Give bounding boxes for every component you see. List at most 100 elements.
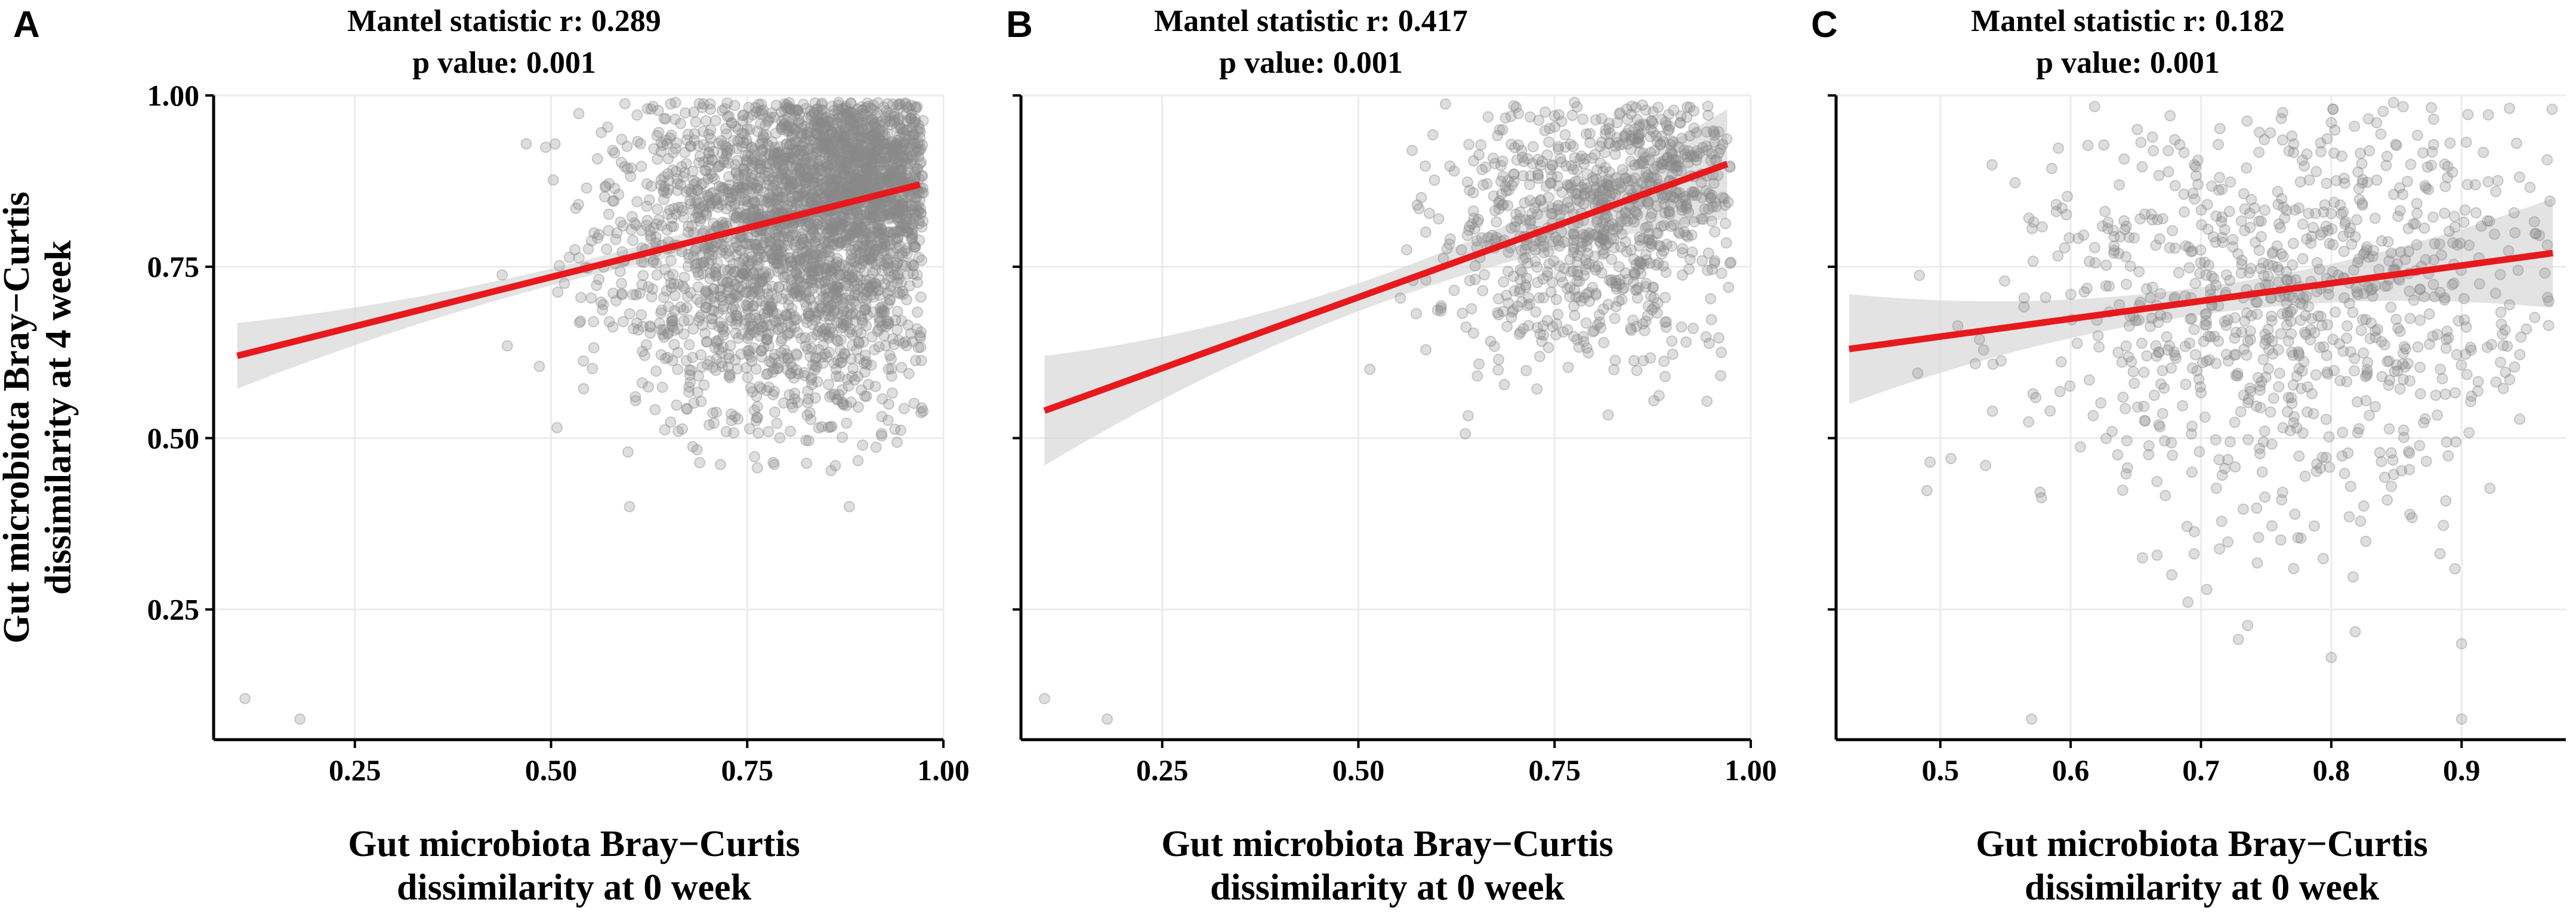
panel-c-point: [2151, 549, 2163, 561]
panel-c-point: [2186, 466, 2198, 478]
panel-a-point: [782, 353, 794, 365]
panel-b-point: [1568, 246, 1579, 258]
panel-b-point: [1614, 274, 1626, 286]
panel-b-point: [1461, 176, 1473, 188]
panel-a-point: [662, 351, 674, 363]
panel-a-point: [908, 259, 920, 271]
panel-a-point: [786, 361, 798, 373]
panel-b-point: [1492, 354, 1504, 366]
panel-c-point: [2291, 422, 2303, 434]
panel-a-point: [812, 376, 823, 388]
panel-c-point: [2165, 437, 2177, 449]
panel-a-point: [863, 282, 875, 293]
panel-a-point: [776, 115, 788, 127]
panel-a-point: [866, 113, 878, 125]
panel-a-point: [860, 102, 872, 114]
panel-a-point: [840, 100, 852, 112]
panel-c-point: [2205, 283, 2217, 295]
panel-b-point: [1542, 246, 1554, 258]
panel-c-point: [2323, 289, 2335, 300]
panel-a-point: [907, 228, 919, 240]
panel-a-point: [573, 252, 585, 264]
panel-b-point: [1444, 233, 1456, 245]
panel-c-point: [2309, 520, 2320, 532]
panel-c-point: [2370, 401, 2381, 413]
panel-a-point: [769, 459, 780, 471]
panel-a-point: [753, 163, 765, 175]
panel-c-point: [2494, 268, 2506, 280]
panel-a-point: [743, 101, 755, 113]
panel-c-point: [2458, 314, 2470, 326]
panel-a-point: [794, 255, 806, 267]
panel-a-point: [746, 141, 758, 153]
panel-a-point: [721, 147, 733, 159]
panel-a-point: [717, 147, 729, 159]
panel-a-point: [793, 163, 805, 175]
panel-a-point: [697, 268, 708, 280]
panel-a-point: [592, 232, 604, 244]
panel-a-point: [607, 144, 619, 156]
panel-a-point: [678, 211, 690, 223]
panel-c-point: [2509, 361, 2521, 373]
panel-c-point: [2120, 279, 2132, 290]
panel-c-point: [2201, 355, 2213, 367]
panel-a-point: [823, 379, 834, 390]
panel-a-point: [846, 329, 858, 341]
panel-a-point: [763, 426, 775, 438]
panel-c-point: [2310, 166, 2322, 178]
panel-a-point: [893, 273, 905, 285]
panel-b-point: [1615, 181, 1627, 193]
panel-a-point: [860, 390, 872, 402]
panel-c-point: [2404, 375, 2416, 387]
panel-a-point: [658, 181, 670, 193]
panel-a-point: [792, 263, 804, 275]
panel-a-point: [800, 340, 812, 352]
panel-a-point: [862, 309, 874, 321]
panel-c-point: [2337, 426, 2349, 438]
panel-c-point: [2018, 301, 2030, 313]
panel-c-point: [2266, 520, 2278, 532]
panel-a-point: [765, 319, 777, 331]
panel-b-point: [1519, 243, 1531, 255]
panel-a-point: [725, 200, 737, 212]
panel-a-point: [906, 149, 918, 161]
panel-a-point: [885, 109, 897, 121]
panel-b-x-label-line1: Gut microbiota Bray−Curtis: [1161, 824, 1613, 864]
panel-c-point: [2513, 171, 2525, 183]
panel-a-point: [730, 166, 742, 178]
panel-a-point: [684, 369, 696, 381]
panel-a-point: [796, 119, 808, 131]
panel-c-point: [2317, 552, 2329, 564]
panel-c-point: [2433, 238, 2445, 250]
panel-c-point: [2194, 267, 2206, 279]
panel-a-point: [680, 186, 692, 197]
panel-a-point: [616, 277, 628, 289]
panel-b-point: [1619, 129, 1631, 141]
panel-a-outlier-point: [294, 713, 306, 725]
panel-a-point: [794, 239, 806, 251]
panel-c-point: [2288, 147, 2300, 158]
panel-b-point: [1702, 109, 1714, 121]
panel-b-point: [1591, 217, 1603, 228]
panel-c-point: [2219, 224, 2231, 236]
panel-a-point: [721, 111, 733, 122]
panel-a-point: [901, 216, 913, 228]
panel-a-point: [575, 315, 587, 327]
panel-c-point: [2455, 359, 2467, 371]
panel-c-point: [2265, 406, 2276, 418]
panel-c-point: [2299, 160, 2310, 172]
panel-a-point: [911, 101, 923, 113]
panel-a-point: [909, 113, 921, 125]
panel-a-point: [779, 114, 790, 126]
panel-a-point: [533, 360, 545, 372]
panel-a-point: [905, 327, 917, 339]
panel-a-point: [744, 423, 755, 435]
panel-c-point: [2501, 340, 2513, 352]
panel-a-point: [906, 218, 918, 229]
panel-c-point: [2128, 378, 2140, 390]
panel-a-point: [856, 222, 868, 234]
panel-b-point: [1469, 273, 1481, 285]
panel-c-point: [2093, 341, 2105, 353]
panel-c-point: [2293, 450, 2305, 462]
panel-a-point: [896, 250, 908, 262]
